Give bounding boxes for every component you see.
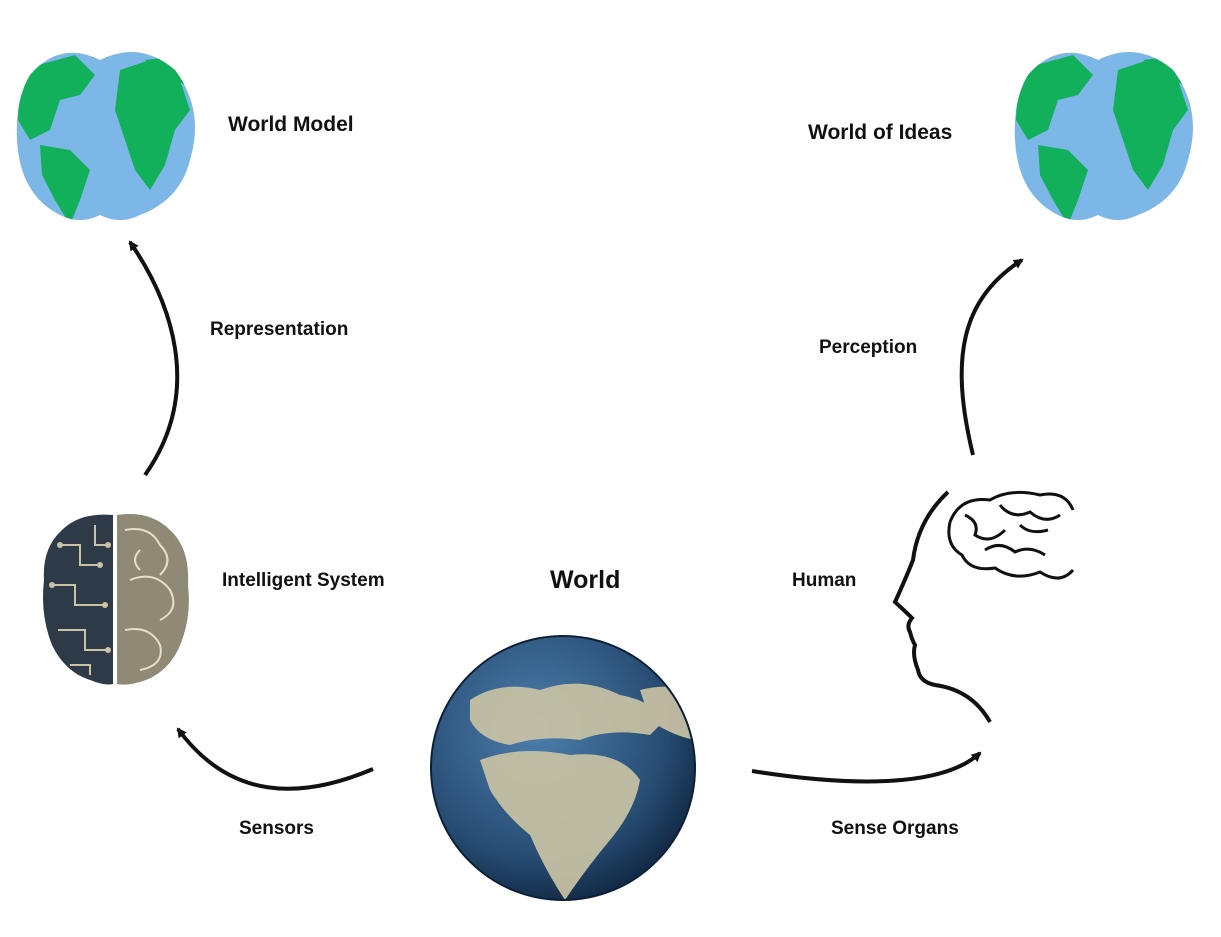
sensors-arrow bbox=[176, 727, 374, 791]
world-of-ideas-label: World of Ideas bbox=[808, 121, 953, 144]
earth-photo-icon bbox=[430, 635, 696, 901]
circuit-brain-icon bbox=[43, 514, 189, 685]
world-of-ideas-globe-icon bbox=[1014, 52, 1193, 220]
world-model-globe-icon bbox=[16, 52, 195, 220]
sense-organs-arrow bbox=[751, 751, 982, 784]
human-head-brain-icon bbox=[892, 490, 1075, 723]
world-label: World bbox=[550, 566, 621, 594]
human-label: Human bbox=[792, 570, 857, 591]
intelligent-system-label: Intelligent System bbox=[222, 570, 385, 591]
sense-organs-label: Sense Organs bbox=[831, 818, 959, 839]
sensors-label: Sensors bbox=[239, 818, 314, 839]
representation-arrow bbox=[128, 240, 180, 477]
world-model-label: World Model bbox=[228, 113, 354, 136]
perception-arrow bbox=[959, 258, 1024, 456]
representation-label: Representation bbox=[210, 319, 349, 340]
perception-label: Perception bbox=[819, 337, 918, 358]
